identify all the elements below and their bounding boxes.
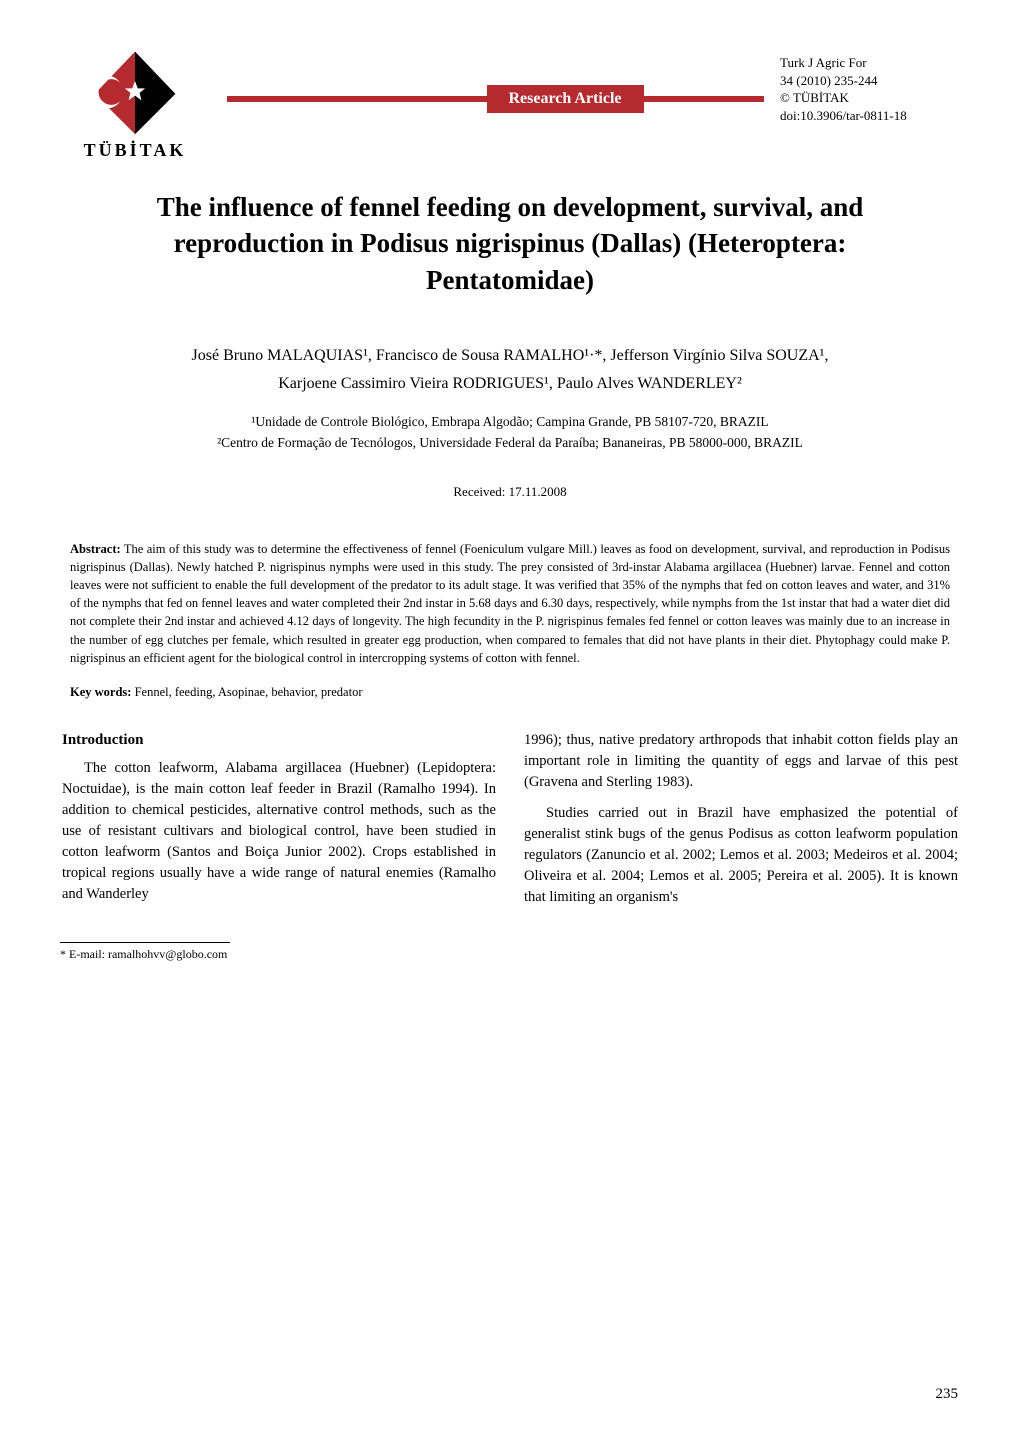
column-left: Introduction The cotton leafworm, Alabam… — [62, 730, 496, 908]
article-title: The influence of fennel feeding on devel… — [100, 189, 920, 298]
corresponding-author-footnote: * E-mail: ramalhohvv@globo.com — [60, 947, 960, 962]
abstract-paragraph: Abstract: The aim of this study was to d… — [70, 540, 950, 667]
intro-para-2: Studies carried out in Brazil have empha… — [524, 803, 958, 908]
article-type-ribbon: Research Article — [227, 84, 764, 114]
received-date: Received: 17.11.2008 — [60, 484, 960, 500]
affiliation-2: ²Centro de Formação de Tecnólogos, Unive… — [60, 432, 960, 454]
authors-block: José Bruno MALAQUIAS¹, Francisco de Sous… — [60, 342, 960, 396]
ribbon-bar-left — [227, 96, 487, 102]
article-type-label: Research Article — [487, 85, 644, 113]
page-number: 235 — [936, 1386, 959, 1403]
keywords-body: Fennel, feeding, Asopinae, behavior, pre… — [131, 685, 362, 699]
affiliations-block: ¹Unidade de Controle Biológico, Embrapa … — [60, 411, 960, 454]
section-heading-introduction: Introduction — [62, 730, 496, 752]
abstract-body: The aim of this study was to determine t… — [70, 542, 950, 665]
copyright: © TÜBİTAK — [780, 89, 960, 107]
intro-para-1-cont: 1996); thus, native predatory arthropods… — [524, 730, 958, 793]
journal-name: Turk J Agric For — [780, 54, 960, 72]
ribbon-bar-right — [644, 96, 764, 102]
journal-meta: Turk J Agric For 34 (2010) 235-244 © TÜB… — [780, 48, 960, 124]
header-row: TÜBİTAK Research Article Turk J Agric Fo… — [60, 48, 960, 161]
keywords-line: Key words: Fennel, feeding, Asopinae, be… — [70, 685, 950, 700]
publisher-name: TÜBİTAK — [84, 140, 187, 161]
intro-para-1: The cotton leafworm, Alabama argillacea … — [62, 758, 496, 905]
affiliation-1: ¹Unidade de Controle Biológico, Embrapa … — [60, 411, 960, 433]
ribbon-wrap: Research Article — [210, 48, 780, 114]
abstract-label: Abstract: — [70, 542, 121, 556]
tubitak-logo-icon — [89, 48, 181, 136]
publisher-block: TÜBİTAK — [60, 48, 210, 161]
column-right: 1996); thus, native predatory arthropods… — [524, 730, 958, 908]
authors-line-2: Karjoene Cassimiro Vieira RODRIGUES¹, Pa… — [60, 370, 960, 397]
issue-pages: 34 (2010) 235-244 — [780, 72, 960, 90]
footnote-rule — [60, 942, 230, 943]
authors-line-1: José Bruno MALAQUIAS¹, Francisco de Sous… — [60, 342, 960, 369]
doi: doi:10.3906/tar-0811-18 — [780, 107, 960, 125]
keywords-label: Key words: — [70, 685, 131, 699]
body-columns: Introduction The cotton leafworm, Alabam… — [62, 730, 958, 908]
